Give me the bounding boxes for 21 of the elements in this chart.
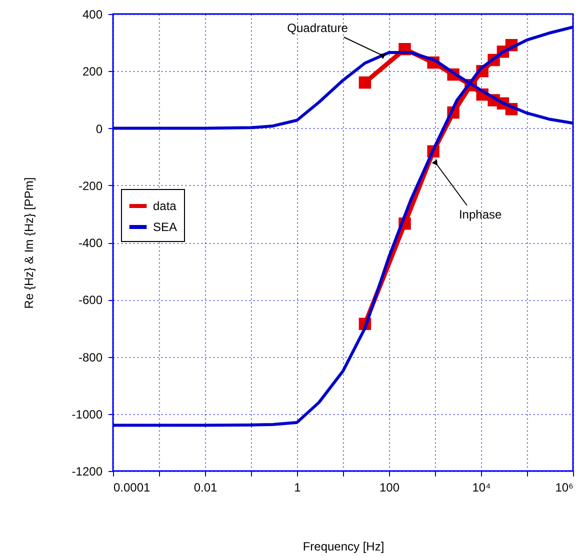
y-tick-label: -800 <box>78 350 103 364</box>
y-tick-label: 200 <box>82 64 103 79</box>
annotation: Inphase <box>458 207 502 222</box>
x-tick-label: 0.01 <box>194 480 218 494</box>
x-tick-label: 10⁴ <box>472 480 491 494</box>
legend-label: data <box>153 199 177 213</box>
legend-label: SEA <box>153 220 178 234</box>
y-tick-label: -600 <box>78 293 103 308</box>
x-tick-label: 1 <box>294 480 302 494</box>
y-tick-label: -200 <box>78 178 103 193</box>
x-tick-label: 100 <box>379 480 400 494</box>
y-tick-label: -400 <box>78 236 103 250</box>
y-tick-label: 400 <box>82 8 103 22</box>
annotation: Quadrature <box>287 21 348 36</box>
y-tick-label: -1200 <box>72 464 103 478</box>
y-tick-label: -1000 <box>72 407 103 422</box>
y-axis-title: Re {Hz} & Im {Hz} [PPm] <box>22 177 36 309</box>
x-axis-title: Frequency [Hz] <box>302 540 384 554</box>
y-tick-label: 0 <box>96 122 103 136</box>
x-tick-label: 10⁶ <box>555 480 574 494</box>
x-tick-label: 0.0001 <box>114 480 151 494</box>
